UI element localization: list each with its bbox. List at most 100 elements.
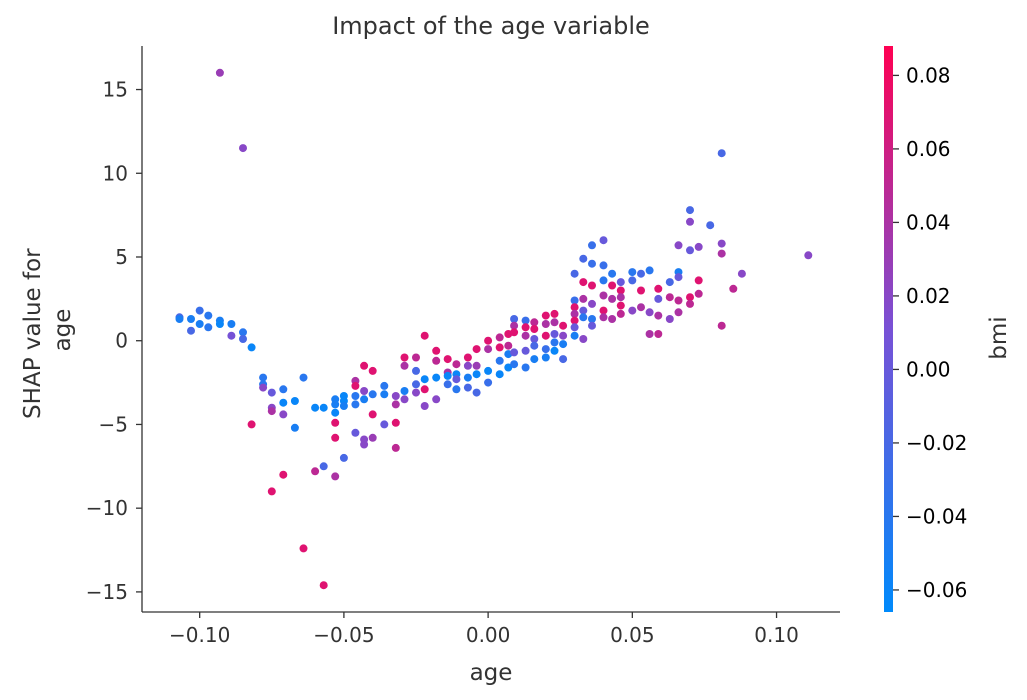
data-point — [637, 286, 645, 295]
data-point — [665, 278, 674, 287]
data-point — [247, 420, 256, 429]
data-point — [588, 315, 596, 323]
data-point — [432, 373, 441, 382]
data-point — [495, 356, 504, 365]
data-point — [550, 318, 559, 327]
data-point — [645, 330, 654, 338]
data-point — [267, 388, 276, 397]
data-point — [674, 308, 683, 317]
data-point — [463, 383, 472, 392]
data-point — [472, 370, 481, 379]
colorbar — [884, 46, 893, 612]
data-point — [412, 353, 420, 362]
data-point — [452, 360, 461, 369]
data-point — [686, 217, 694, 226]
data-point — [504, 341, 513, 350]
data-point — [279, 470, 288, 479]
data-point — [360, 361, 369, 370]
data-point — [443, 371, 452, 380]
data-point — [331, 472, 340, 481]
data-point — [299, 373, 308, 382]
data-point — [290, 423, 299, 432]
data-point — [267, 407, 276, 416]
data-point — [694, 289, 703, 298]
data-point — [351, 392, 360, 400]
data-point — [541, 320, 550, 328]
data-point — [530, 318, 539, 327]
data-point — [400, 361, 409, 370]
data-point — [175, 315, 184, 323]
data-point — [299, 544, 308, 553]
data-point — [570, 269, 579, 278]
x-tick-label: −0.10 — [169, 623, 230, 647]
x-tick-label: 0.05 — [610, 623, 655, 647]
data-point — [616, 301, 625, 310]
data-point — [195, 306, 204, 315]
data-point — [550, 346, 559, 355]
colorbar-tick-label: 0.06 — [906, 137, 951, 161]
data-point — [579, 254, 588, 263]
data-point — [541, 345, 550, 354]
data-point — [463, 373, 472, 382]
data-point — [599, 313, 608, 322]
colorbar-title: bmi — [986, 316, 1012, 359]
data-point — [674, 296, 683, 305]
data-point — [227, 331, 236, 340]
data-point — [521, 316, 530, 325]
colorbar-tick-label: 0.00 — [906, 357, 951, 381]
data-point — [472, 345, 481, 354]
data-point — [368, 410, 377, 419]
x-tick-label: −0.05 — [313, 623, 374, 647]
data-point — [570, 316, 579, 325]
data-point — [717, 321, 726, 330]
data-point — [195, 320, 204, 328]
colorbar-tick-label: 0.02 — [906, 284, 951, 308]
data-point — [559, 331, 568, 340]
y-tick-label: 5 — [115, 245, 128, 269]
data-point — [432, 356, 441, 365]
colorbar-ticks: 0.08 0.06 0.04 0.02 0.00 −0.02 −0.04 −0.06 — [893, 63, 967, 602]
data-point — [579, 335, 588, 343]
data-point — [599, 306, 608, 315]
data-point — [706, 221, 715, 230]
data-point — [391, 418, 400, 427]
data-point — [530, 325, 539, 333]
data-point — [570, 331, 579, 340]
data-point — [541, 331, 550, 340]
x-axis-ticks: −0.10 −0.05 0.00 0.05 0.10 — [169, 612, 799, 647]
data-point — [204, 323, 213, 332]
data-point — [484, 336, 493, 345]
data-point — [665, 315, 674, 323]
data-point — [599, 291, 608, 300]
data-point — [628, 306, 637, 315]
data-point — [380, 420, 389, 429]
data-point — [420, 385, 429, 394]
data-point — [674, 241, 683, 250]
data-point — [239, 144, 247, 153]
data-point — [570, 309, 579, 318]
y-axis-title: SHAP value for age — [20, 241, 76, 419]
colorbar-tick-label: −0.02 — [906, 431, 967, 455]
x-axis-title: age — [470, 660, 513, 686]
y-axis-title-line-1: SHAP value for — [20, 248, 46, 419]
data-point — [665, 293, 674, 302]
data-point — [717, 249, 726, 258]
colorbar-tick-label: −0.06 — [906, 578, 967, 602]
y-axis-title-line-2: age — [50, 309, 76, 352]
data-point — [737, 269, 746, 278]
data-point — [521, 323, 530, 332]
data-point — [504, 363, 513, 372]
data-point — [351, 381, 360, 390]
data-point — [521, 331, 530, 340]
data-point — [588, 241, 596, 250]
y-tick-label: −5 — [99, 412, 128, 436]
data-point — [570, 303, 579, 312]
data-point — [452, 385, 461, 394]
data-point — [247, 343, 256, 352]
data-point — [717, 239, 726, 248]
data-point — [412, 388, 420, 397]
data-point — [686, 206, 694, 215]
data-point — [804, 251, 813, 260]
data-point — [550, 330, 559, 338]
